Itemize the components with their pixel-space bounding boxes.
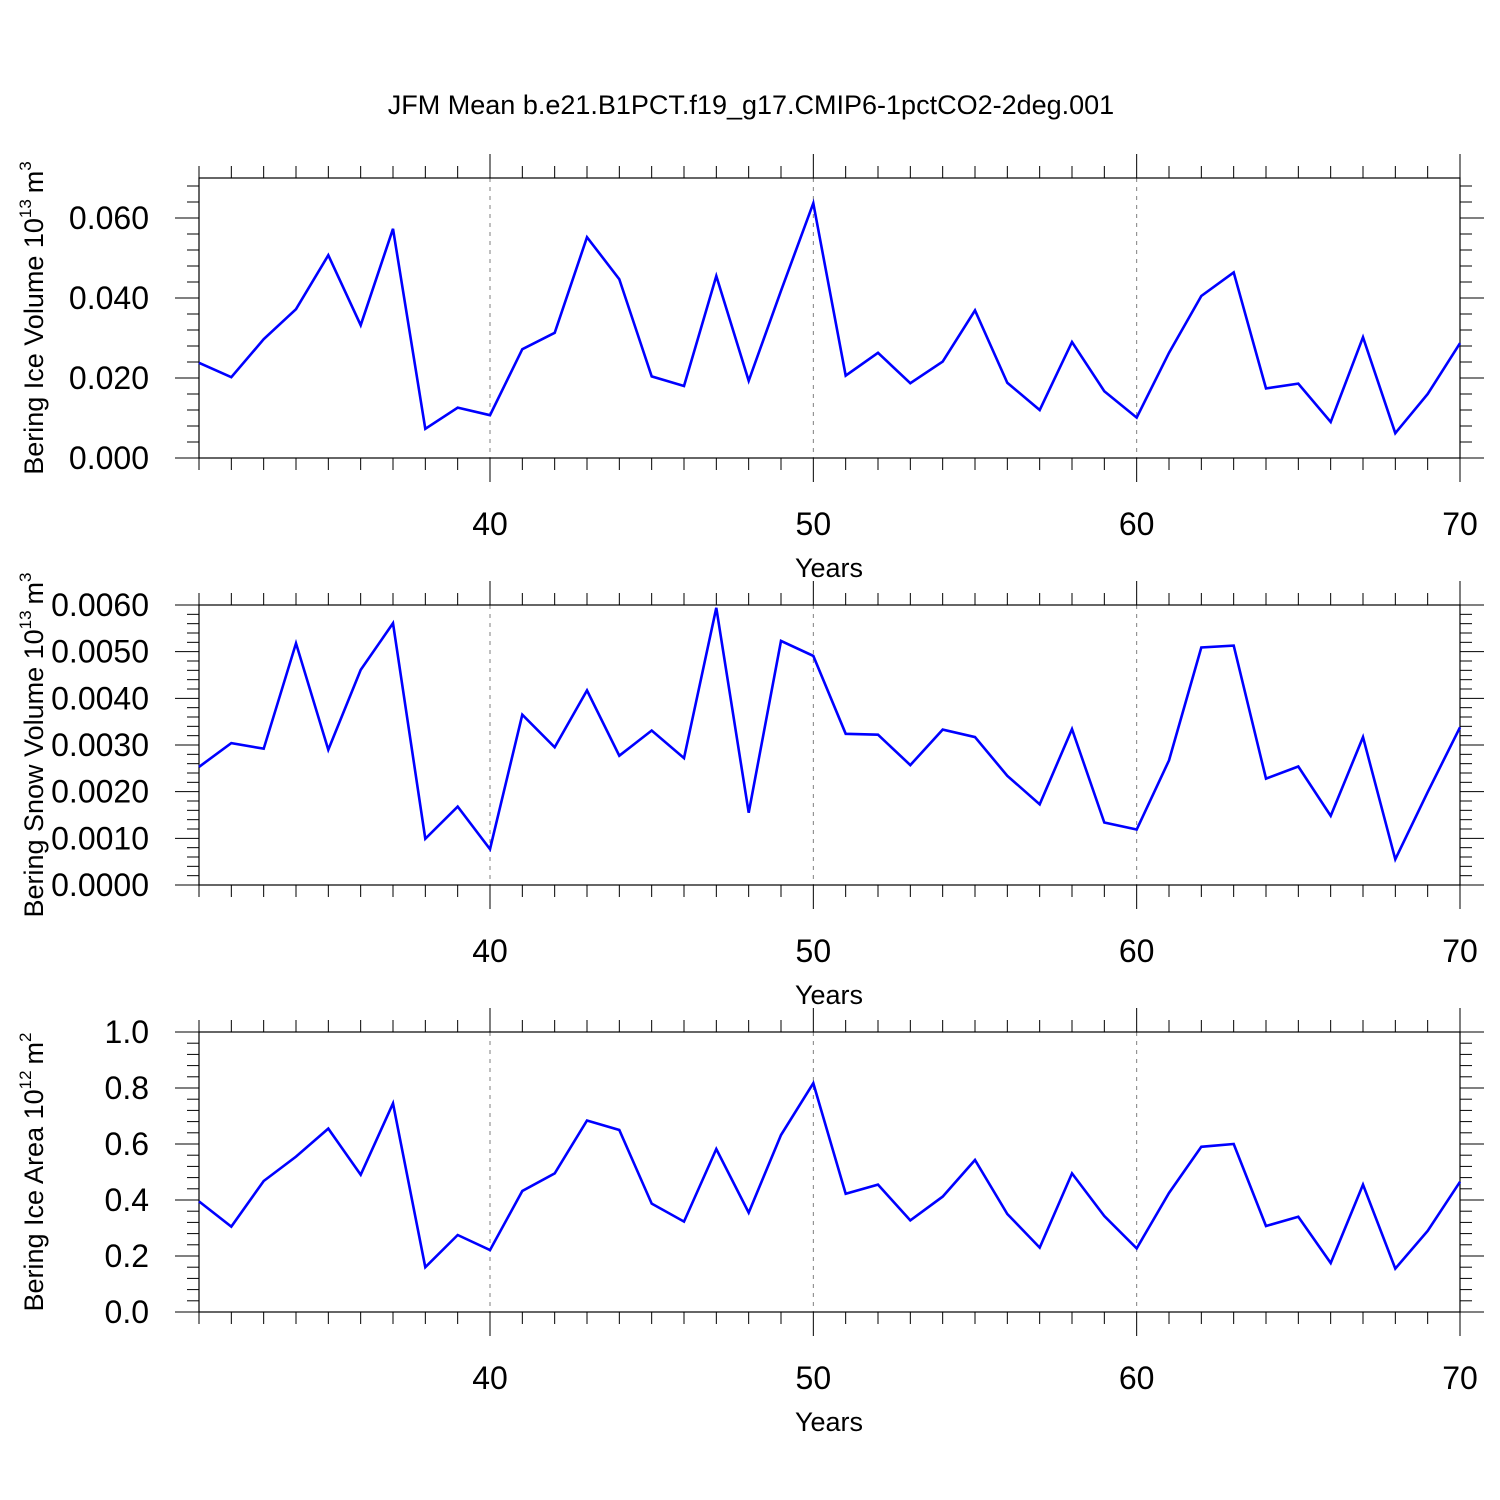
y-axis-label-text: Bering Ice Area 10 [19,1089,49,1311]
y-tick-label: 0.040 [69,280,149,316]
y-axis-label: Bering Ice Area 1012 m2 [16,1032,49,1311]
y-axis-label-unit: m [19,171,49,194]
y-tick-label: 0.4 [105,1182,149,1218]
x-tick-label: 50 [796,933,832,969]
y-tick-label: 0.0010 [51,820,149,856]
y-tick-label: 0.000 [69,440,149,476]
plot-frame [198,177,1461,459]
y-tick-label: 0.0050 [51,634,149,670]
y-tick-label: 0.2 [105,1238,149,1274]
x-tick-label: 50 [796,1360,832,1396]
panels: 40 50 60 700.0000.0200.0400.060YearsBering … [16,154,1484,1437]
x-axis-label: Years [795,980,863,1010]
x-tick-label: 70 [1442,506,1478,542]
x-tick-label: 40 [472,1360,508,1396]
chart-panel-2: 40 50 60 70 0.0000 0.0010 0.0020 0.0030 0.0040 0.… [16,572,1484,1010]
plot-frame [198,1031,1461,1313]
y-axis-label-unit-exp: 3 [16,572,35,581]
y-tick-label: 1.0 [105,1014,149,1050]
x-tick-label: 70 [1442,1360,1478,1396]
x-tick-label: 60 [1119,506,1155,542]
series-line [198,1080,1462,1272]
y-axis-label-exp: 13 [16,610,35,629]
y-axis-label: Bering Snow Volume 1013 m3 [16,572,49,917]
y-tick-label: 0.0020 [51,774,149,810]
y-axis-label-unit-exp: 2 [16,1032,35,1041]
y-axis-label-text: Bering Snow Volume 10 [19,629,49,917]
x-tick-label: 40 [472,506,508,542]
x-tick-label: 60 [1119,933,1155,969]
y-axis-label: Bering Ice Volume 1013 m3 [16,161,49,475]
y-tick-label: 0.0060 [51,587,149,623]
plot-frame [198,604,1461,886]
y-tick-label: 0.020 [69,360,149,396]
y-axis-label-exp: 13 [16,199,35,218]
chart-panel-3: 40 50 60 70 0.0 0.2 0.4 0.6 0.8 1.0 Years Bering Ic… [16,1008,1484,1437]
x-tick-label: 40 [472,933,508,969]
y-tick-label: 0.0030 [51,727,149,763]
y-tick-label: 0.0000 [51,867,149,903]
x-tick-label: 60 [1119,1360,1155,1396]
y-axis-label-text: Bering Ice Volume 10 [19,218,49,475]
chart-panel-1: 40 50 60 70 0.000 0.020 0.040 0.060 Years Bering … [16,154,1484,583]
y-tick-label: 0.6 [105,1126,149,1162]
x-tick-label: 50 [796,506,832,542]
x-axis-label: Years [795,553,863,583]
chart-title: JFM Mean b.e21.B1PCT.f19_g17.CMIP6-1pctC… [388,90,1114,120]
x-axis-label: Years [795,1407,863,1437]
y-tick-label: 0.0 [105,1294,149,1330]
series-line [198,607,1462,864]
y-axis-label-unit-exp: 3 [16,161,35,170]
y-axis-label-exp: 12 [16,1070,35,1089]
x-tick-label: 70 [1442,933,1478,969]
series-line [198,198,1462,436]
y-tick-label: 0.060 [69,200,149,236]
y-axis-label-unit: m [19,582,49,605]
y-tick-label: 0.8 [105,1070,149,1106]
y-axis-label-unit: m [19,1042,49,1065]
y-tick-label: 0.0040 [51,680,149,716]
